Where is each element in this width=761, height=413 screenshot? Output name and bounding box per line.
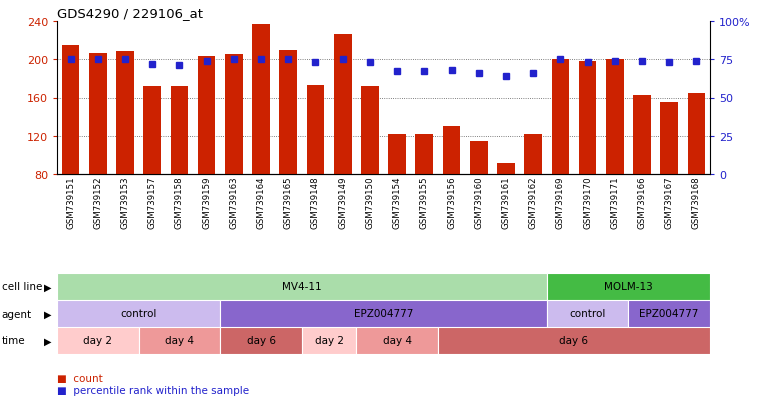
Text: MOLM-13: MOLM-13 <box>604 282 653 292</box>
Text: control: control <box>569 309 606 319</box>
Bar <box>139 327 220 354</box>
Bar <box>57 300 220 327</box>
Text: MV4-11: MV4-11 <box>282 282 322 292</box>
Bar <box>606 60 623 175</box>
Bar <box>633 95 651 175</box>
Bar <box>170 87 188 175</box>
Text: day 2: day 2 <box>83 336 113 346</box>
Bar <box>687 93 705 175</box>
Bar <box>89 53 107 175</box>
Bar <box>470 141 488 175</box>
Text: cell line: cell line <box>2 282 42 292</box>
Bar <box>307 86 324 175</box>
Bar <box>546 300 629 327</box>
Text: time: time <box>2 336 25 346</box>
Bar <box>356 327 438 354</box>
Bar <box>416 135 433 175</box>
Bar <box>497 163 514 175</box>
Bar <box>220 300 546 327</box>
Text: ▶: ▶ <box>44 282 52 292</box>
Text: ■  count: ■ count <box>57 373 103 383</box>
Bar <box>116 52 134 175</box>
Bar <box>388 135 406 175</box>
Text: control: control <box>120 309 157 319</box>
Bar <box>57 273 546 300</box>
Bar <box>334 35 352 175</box>
Text: day 4: day 4 <box>165 336 194 346</box>
Bar <box>252 25 270 175</box>
Bar <box>62 46 79 175</box>
Bar <box>578 62 597 175</box>
Bar <box>546 273 710 300</box>
Bar <box>220 327 302 354</box>
Text: day 6: day 6 <box>247 336 275 346</box>
Bar <box>302 327 356 354</box>
Bar <box>629 300 710 327</box>
Text: day 4: day 4 <box>383 336 412 346</box>
Bar <box>143 87 161 175</box>
Bar <box>198 57 215 175</box>
Text: agent: agent <box>2 309 32 319</box>
Bar <box>361 87 379 175</box>
Bar <box>661 103 678 175</box>
Text: day 2: day 2 <box>314 336 343 346</box>
Text: EPZ004777: EPZ004777 <box>354 309 413 319</box>
Bar <box>443 127 460 175</box>
Text: EPZ004777: EPZ004777 <box>639 309 699 319</box>
Text: GDS4290 / 229106_at: GDS4290 / 229106_at <box>57 7 203 20</box>
Bar <box>225 55 243 175</box>
Bar <box>524 135 542 175</box>
Bar <box>57 327 139 354</box>
Text: ▶: ▶ <box>44 309 52 319</box>
Text: day 6: day 6 <box>559 336 588 346</box>
Bar <box>438 327 710 354</box>
Text: ▶: ▶ <box>44 336 52 346</box>
Bar <box>552 60 569 175</box>
Text: ■  percentile rank within the sample: ■ percentile rank within the sample <box>57 385 249 395</box>
Bar <box>279 50 297 175</box>
